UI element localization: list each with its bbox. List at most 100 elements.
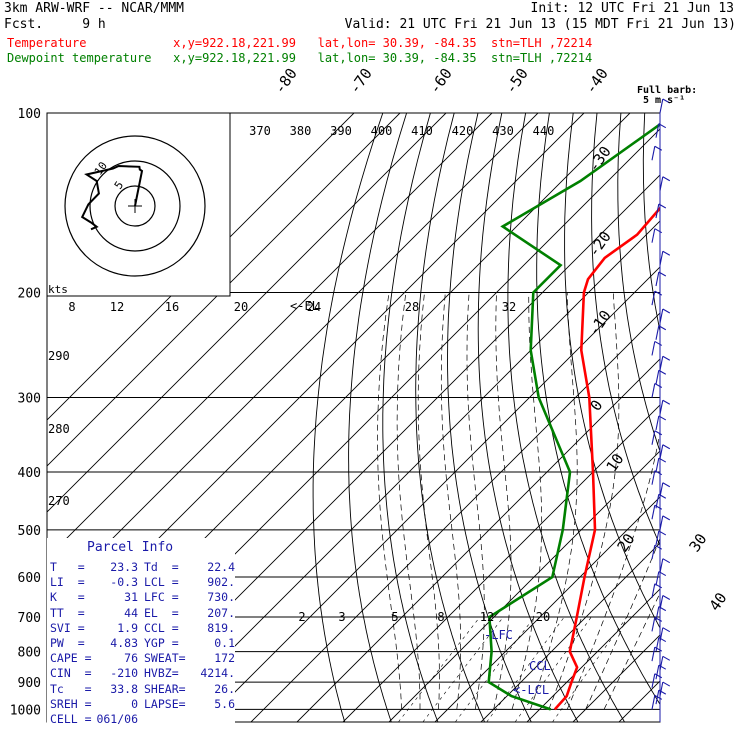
- wind-barb: [655, 271, 667, 287]
- pressure-label: 800: [18, 646, 41, 661]
- dry-adiabat: [716, 113, 740, 722]
- moist-adiabat: [466, 292, 485, 710]
- theta-label: 370: [249, 124, 271, 138]
- hodograph-speed-label: 28: [405, 300, 419, 314]
- isotherm-line: [47, 113, 355, 421]
- parcel-param-label: K =: [50, 590, 85, 605]
- dry-adiabat: [642, 113, 660, 334]
- theta-label: 410: [411, 124, 433, 138]
- forecast-hour: Fcst. 9 h: [4, 17, 106, 32]
- parcel-param-label: EL =: [144, 605, 179, 620]
- theta-label: 270: [48, 494, 70, 508]
- parcel-param-label: LI =: [50, 575, 85, 590]
- hodograph-speed-label: 24: [307, 300, 321, 314]
- theta-label: 290: [48, 349, 70, 363]
- parcel-info-row: TT = 44 EL = 207.: [50, 606, 235, 621]
- wind-barb: [655, 369, 667, 385]
- wind-barb: [659, 176, 671, 191]
- mixing-ratio-line: [514, 616, 592, 722]
- moist-adiabat: [548, 292, 620, 710]
- hodograph-speed-label: 8: [68, 300, 75, 314]
- hodograph-ring: [114, 185, 156, 227]
- mixing-ratio-label: 8: [437, 610, 444, 624]
- moist-adiabat: [530, 292, 578, 710]
- wind-barb: [659, 250, 671, 266]
- wind-barb: [651, 228, 663, 243]
- isotherm-line: [250, 312, 660, 722]
- ccl-marker: CCL: [529, 659, 551, 673]
- dry-adiabat: [617, 113, 660, 453]
- parcel-info-row: CELL = 061/06: [50, 712, 235, 727]
- parcel-param-label: YGP =: [144, 635, 179, 650]
- isotherm-line: [47, 113, 447, 513]
- moist-adiabat: [417, 292, 440, 710]
- temperature-legend: Temperature x,y=922.18,221.99 lat,lon= 3…: [7, 36, 593, 50]
- dry-adiabat: [382, 113, 439, 722]
- dry-adiabat: [415, 113, 486, 722]
- valid-time: Valid: 21 UTC Fri 21 Jun 13 (15 MDT Fri …: [344, 17, 736, 32]
- parcel-info-row: LI = -0.3 LCL = 902.: [50, 575, 235, 590]
- dewpoint-legend: Dewpoint temperature x,y=922.18,221.99 l…: [7, 51, 593, 65]
- parcel-param-value: 1.9: [117, 620, 138, 635]
- wind-barb: [659, 482, 671, 497]
- wind-barb: [659, 98, 671, 114]
- barb-legend-line2: 5 m s⁻¹: [643, 95, 686, 106]
- dry-adiabat: [564, 113, 660, 629]
- parcel-param-label: LAPSE=: [144, 696, 186, 711]
- hodograph-ring: [64, 135, 206, 277]
- parcel-param-value: 26.: [214, 681, 235, 696]
- parcel-param-label: CCL =: [144, 620, 179, 635]
- hodograph-units: kts: [48, 283, 68, 296]
- wind-barb: [655, 325, 667, 340]
- wind-barb: [655, 493, 667, 509]
- mixing-ratio-label: 5: [391, 610, 398, 624]
- lfc-marker: -LFC: [484, 628, 513, 642]
- wind-barb: [651, 583, 663, 598]
- parcel-param-value: 819.: [207, 620, 235, 635]
- el-marker: <-EL: [290, 299, 319, 313]
- parcel-param-value: 207.: [207, 605, 235, 620]
- parcel-param-value: 0.1: [214, 635, 235, 650]
- parcel-info-table: T = 23.3 Td = 22.4 LI = -0.3 LCL = 902. K = 31 LFC…: [50, 560, 235, 727]
- parcel-param-label: CELL =: [50, 711, 92, 726]
- dry-adiabat: [668, 113, 740, 722]
- parcel-param-label: SHEAR=: [144, 681, 186, 696]
- theta-label: 400: [371, 124, 393, 138]
- wind-barb: [651, 646, 663, 662]
- wind-barb: [659, 444, 671, 459]
- pressure-label: 200: [18, 287, 41, 302]
- parcel-info-row: SVI = 1.9 CCL = 819.: [50, 621, 235, 636]
- hodograph-trace: [80, 164, 144, 231]
- pressure-label: 600: [18, 571, 41, 586]
- moist-adiabat: [440, 292, 461, 710]
- parcel-param-value: 33.8: [110, 681, 138, 696]
- parcel-param-label: T =: [50, 560, 85, 574]
- parcel-info-row: SREH = 0 LAPSE= 5.6: [50, 697, 235, 712]
- isotherm-label: -10: [585, 307, 615, 340]
- wind-barb: [651, 340, 663, 356]
- isotherm-label: -50: [502, 65, 532, 98]
- isotherm-label: 30: [686, 530, 711, 555]
- mixing-ratio-line: [455, 616, 535, 722]
- theta-label: 420: [452, 124, 474, 138]
- mixing-ratio-line: [422, 616, 504, 722]
- mixing-ratio-line: [486, 616, 565, 722]
- wind-barb: [659, 558, 671, 573]
- isotherm-line: [47, 113, 539, 605]
- wind-barb: [659, 595, 671, 610]
- wind-barb: [655, 203, 667, 219]
- mixing-ratio-label: 20: [536, 610, 550, 624]
- parcel-param-value: 76: [124, 651, 138, 666]
- parcel-param-value: 44: [124, 605, 138, 620]
- dry-adiabat: [348, 113, 408, 722]
- parcel-param-label: Td =: [144, 560, 179, 574]
- hodograph-speed-label: 16: [165, 300, 179, 314]
- mixing-ratio-line: [552, 616, 628, 722]
- parcel-param-value: 0: [131, 696, 138, 711]
- parcel-param-label: SVI =: [50, 620, 85, 635]
- mixing-ratio-label: 2: [298, 610, 305, 624]
- wind-barb: [651, 290, 663, 306]
- pressure-label: 700: [18, 611, 41, 626]
- pressure-label: 1000: [10, 703, 41, 718]
- parcel-param-value: 4214.: [200, 666, 235, 681]
